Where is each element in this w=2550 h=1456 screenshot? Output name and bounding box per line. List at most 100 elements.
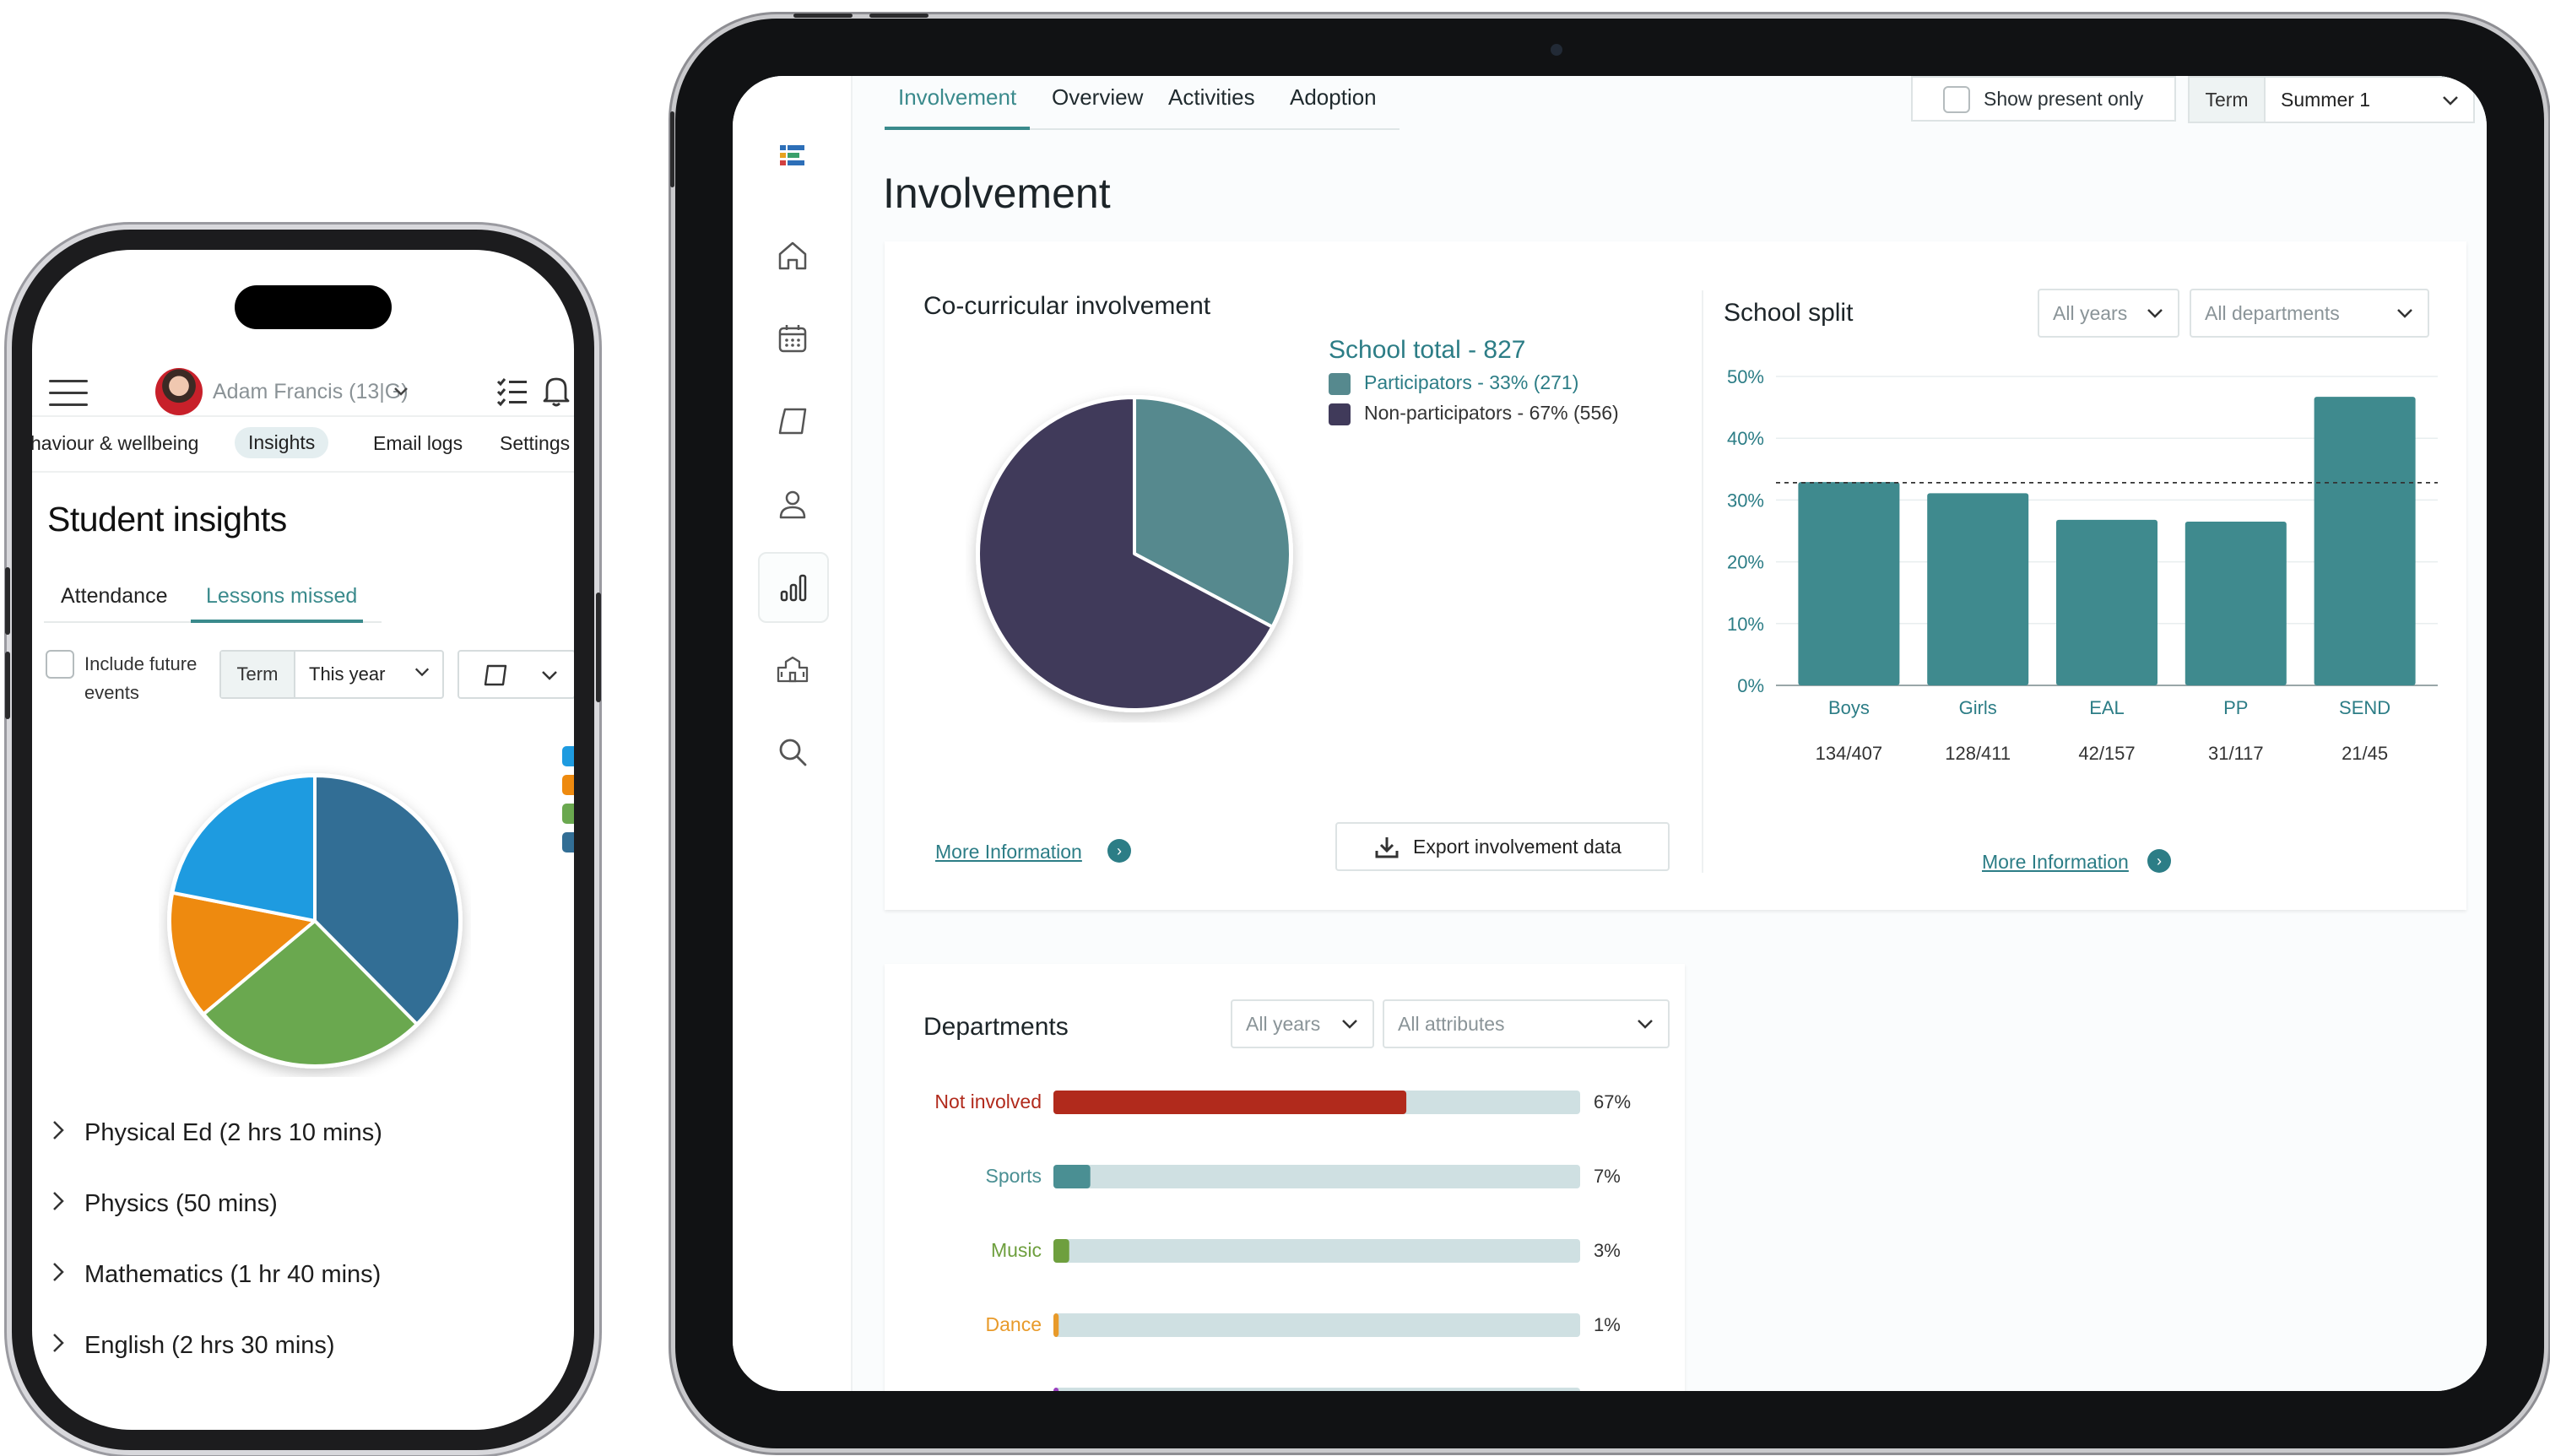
chevron-down-icon (414, 668, 430, 677)
y-tick-label: 40% (1727, 428, 1764, 449)
chevron-right-icon[interactable]: › (1107, 839, 1131, 863)
tablet-device: Involvement Overview Activities Adoption… (670, 14, 2544, 1448)
tab-activities[interactable]: Activities (1168, 84, 1255, 110)
dept-value: 3% (1594, 1240, 1621, 1261)
chevron-down-icon[interactable] (392, 382, 410, 405)
lesson-item-physics[interactable]: Physics (50 mins) (52, 1190, 278, 1218)
notebook-icon[interactable] (770, 398, 815, 444)
chevron-right-icon (52, 1261, 84, 1289)
chevron-right-icon (52, 1332, 84, 1360)
include-future-checkbox[interactable] (46, 650, 74, 679)
count-label: 42/157 (2078, 743, 2135, 764)
insights-chart-icon[interactable] (758, 552, 829, 623)
avatar[interactable] (155, 368, 203, 415)
phone-device: Adam Francis (13|G) haviour & wellbeing … (5, 230, 601, 1450)
dept-bar[interactable] (1053, 1313, 1059, 1337)
school-building-icon[interactable] (770, 647, 815, 692)
lessons-pie-slice (168, 890, 317, 1016)
phone-section-nav: haviour & wellbeing Insights Email logs … (32, 415, 574, 473)
involvement-pie-slice (977, 396, 1275, 712)
nav-email-logs[interactable]: Email logs (373, 432, 463, 454)
phone-volume-button (5, 567, 10, 635)
dept-bar[interactable] (1053, 1165, 1091, 1188)
lesson-item-physical-ed[interactable]: Physical Ed (2 hrs 10 mins) (52, 1119, 382, 1147)
tab-involvement[interactable]: Involvement (898, 84, 1017, 110)
dept-label: Drama (983, 1388, 1042, 1391)
lesson-item-mathematics[interactable]: Mathematics (1 hr 40 mins) (52, 1261, 381, 1289)
involvement-card: Co-curricular involvement School total -… (885, 241, 2466, 910)
cocurricular-pie-chart (976, 395, 1293, 712)
chevron-down-icon (2443, 96, 2458, 106)
dept-bar[interactable] (1053, 1239, 1069, 1263)
term-select[interactable]: Term Summer 1 (2188, 76, 2475, 123)
chevron-right-icon (52, 1190, 84, 1218)
tab-adoption[interactable]: Adoption (1290, 84, 1377, 110)
years-select-value: All years (2053, 302, 2128, 324)
page-title: Involvement (883, 170, 1111, 217)
legend-swatch (1329, 373, 1351, 395)
export-involvement-button[interactable]: Export involvement data (1335, 822, 1670, 871)
x-tick-label: Boys (1828, 697, 1870, 718)
split-bar[interactable] (2056, 519, 2157, 685)
phone-screen: Adam Francis (13|G) haviour & wellbeing … (32, 250, 574, 1430)
legend-non-participators: Non-participators - 67% (556) (1364, 402, 1619, 424)
legend-chip (562, 832, 574, 852)
lesson-item-english[interactable]: English (2 hrs 30 mins) (52, 1332, 335, 1360)
lessons-pie-slice (202, 919, 419, 1068)
lessons-missed-pie-chart (167, 773, 463, 1069)
tablet-top-button (869, 14, 929, 18)
attributes-select[interactable]: All attributes (1383, 999, 1670, 1048)
dept-bar[interactable] (1053, 1091, 1407, 1114)
cocurricular-more-info-link[interactable]: More Information (935, 841, 1082, 863)
count-label: 128/411 (1945, 743, 2011, 764)
nav-settings[interactable]: Settings (500, 432, 571, 454)
cocurricular-title: Co-curricular involvement (923, 292, 1211, 320)
nav-insights[interactable]: Insights (235, 427, 329, 458)
export-label: Export involvement data (1413, 836, 1621, 858)
tab-overview[interactable]: Overview (1052, 84, 1144, 110)
user-icon[interactable] (770, 481, 815, 527)
school-total: School total - 827 (1329, 336, 1526, 364)
dept-years-select-value: All years (1246, 1013, 1321, 1035)
checklist-icon[interactable] (496, 376, 528, 407)
term-label: Term (2190, 78, 2266, 122)
app-logo-icon[interactable] (770, 133, 815, 179)
subject-filter-select[interactable] (457, 650, 574, 699)
search-icon[interactable] (770, 729, 815, 775)
show-present-checkbox[interactable] (1943, 86, 1970, 113)
nav-behaviour-wellbeing[interactable]: haviour & wellbeing (32, 432, 199, 454)
tab-attendance[interactable]: Attendance (61, 584, 168, 608)
phone-power-button (596, 593, 601, 702)
calendar-icon[interactable] (770, 316, 815, 361)
x-tick-label: SEND (2339, 697, 2390, 718)
show-present-toggle[interactable]: Show present only (1911, 76, 2176, 122)
term-value: Summer 1 (2281, 89, 2371, 111)
term-select[interactable]: Term This year (219, 650, 444, 699)
notebook-icon (484, 664, 507, 686)
tab-lessons-missed[interactable]: Lessons missed (206, 584, 358, 608)
split-bar[interactable] (1798, 482, 1900, 685)
departments-card: Departments All years All attributes Not… (885, 964, 1685, 1391)
student-name[interactable]: Adam Francis (13|G) (213, 380, 409, 403)
home-icon[interactable] (770, 233, 815, 279)
dept-label: Dance (986, 1313, 1042, 1335)
dept-years-select[interactable]: All years (1231, 999, 1374, 1048)
insight-tabs: Attendance Lessons missed (44, 579, 382, 623)
hamburger-menu-icon[interactable] (49, 380, 88, 409)
dept-track (1053, 1165, 1580, 1188)
school-split-more-info-link[interactable]: More Information (1982, 851, 2129, 873)
years-select[interactable]: All years (2038, 289, 2179, 338)
tablet-side-button (670, 111, 674, 187)
split-bar[interactable] (1927, 493, 2029, 685)
departments-select[interactable]: All departments (2190, 289, 2429, 338)
dept-bar[interactable] (1053, 1388, 1059, 1391)
bell-icon[interactable] (542, 375, 571, 407)
split-bar[interactable] (2185, 522, 2287, 685)
chevron-right-icon[interactable]: › (2147, 849, 2171, 873)
split-bar[interactable] (2314, 397, 2416, 685)
chevron-down-icon (2397, 309, 2412, 318)
main-content: Involvement Overview Activities Adoption… (853, 76, 2487, 1391)
active-tab-indicator (191, 620, 363, 623)
show-present-label: Show present only (1984, 88, 2144, 110)
dept-value: 7% (1594, 1166, 1621, 1187)
